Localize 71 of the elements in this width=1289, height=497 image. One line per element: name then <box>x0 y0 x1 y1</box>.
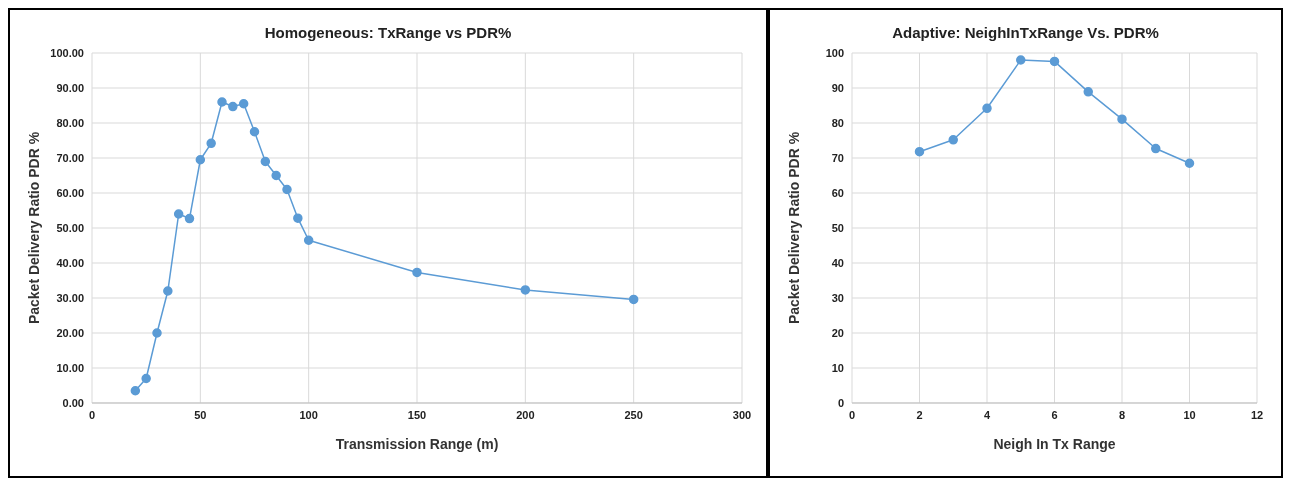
point <box>163 286 173 296</box>
point <box>914 146 925 157</box>
x-tick-label: 6 <box>1051 408 1058 421</box>
y-tick-label: 80.00 <box>56 116 84 129</box>
point <box>195 155 206 165</box>
point <box>238 99 249 109</box>
point <box>1016 55 1026 65</box>
point <box>1184 158 1195 168</box>
x-tick-label: 150 <box>407 408 427 421</box>
x-axis-title: Transmission Range (m) <box>335 436 499 452</box>
point <box>412 267 422 278</box>
x-tick-label: 50 <box>194 408 207 421</box>
point <box>628 294 639 305</box>
y-tick-label: 40.00 <box>56 256 84 269</box>
point <box>271 170 281 181</box>
x-tick-label: 4 <box>983 408 991 421</box>
point <box>293 213 303 223</box>
y-tick-label: 60 <box>831 186 844 199</box>
x-tick-label: 200 <box>516 408 535 421</box>
y-tick-label: 0 <box>837 396 844 409</box>
point <box>1049 56 1060 67</box>
point <box>228 101 238 112</box>
y-axis-title: Packet Delivery Ratio PDR % <box>25 131 42 325</box>
x-tick-label: 0 <box>88 408 96 421</box>
point <box>249 127 260 137</box>
point <box>1151 143 1161 154</box>
x-tick-label: 0 <box>848 408 856 421</box>
point <box>184 213 195 224</box>
point <box>217 97 227 107</box>
y-tick-label: 30 <box>831 291 844 304</box>
x-tick-label: 300 <box>732 408 752 421</box>
y-axis-title: Packet Delivery Ratio PDR % <box>785 131 802 325</box>
point <box>152 328 162 338</box>
chart-title: Homogeneous: TxRange vs PDR% <box>263 24 513 41</box>
y-tick-label: 80 <box>831 116 844 129</box>
x-tick-label: 10 <box>1183 408 1196 421</box>
point <box>1083 87 1093 97</box>
y-tick-label: 50.00 <box>56 221 84 234</box>
point <box>260 156 271 167</box>
y-tick-label: 10 <box>831 361 844 374</box>
y-tick-label: 40 <box>831 256 844 269</box>
y-tick-label: 70 <box>831 151 844 164</box>
x-axis-title: Neigh In Tx Range <box>993 436 1116 452</box>
y-tick-label: 20 <box>831 326 844 339</box>
x-tick-label: 250 <box>624 408 643 421</box>
y-tick-label: 60.00 <box>56 186 84 199</box>
point <box>130 386 141 396</box>
point <box>303 235 314 245</box>
point <box>206 138 216 149</box>
point <box>520 285 531 295</box>
x-tick-label: 8 <box>1118 408 1126 421</box>
y-tick-label: 0.00 <box>62 396 84 409</box>
point <box>948 135 958 145</box>
x-tick-label: 12 <box>1250 408 1264 421</box>
x-tick-label: 100 <box>299 408 318 421</box>
point <box>173 209 184 219</box>
point <box>141 373 151 384</box>
x-tick-label: 2 <box>916 408 923 421</box>
point <box>1117 114 1127 124</box>
y-tick-label: 70.00 <box>56 151 84 164</box>
y-tick-label: 10.00 <box>56 361 84 374</box>
y-tick-label: 100.00 <box>50 46 84 59</box>
y-tick-label: 100 <box>825 46 844 59</box>
point <box>982 103 992 114</box>
y-tick-label: 50 <box>831 221 844 234</box>
y-tick-label: 90 <box>831 81 844 94</box>
y-tick-label: 20.00 <box>56 326 84 339</box>
chart-title: Adaptive: NeighInTxRange Vs. PDR% <box>891 24 1160 41</box>
y-tick-label: 30.00 <box>56 291 84 304</box>
point <box>282 184 292 195</box>
y-tick-label: 90.00 <box>56 81 84 94</box>
